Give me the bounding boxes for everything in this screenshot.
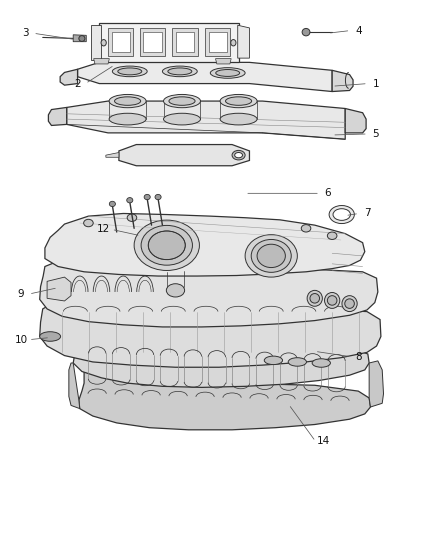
- Text: 12: 12: [97, 224, 110, 235]
- Polygon shape: [99, 22, 239, 62]
- Ellipse shape: [163, 114, 201, 125]
- Ellipse shape: [345, 299, 354, 309]
- Ellipse shape: [302, 28, 310, 36]
- Polygon shape: [369, 361, 384, 407]
- Ellipse shape: [251, 239, 291, 272]
- Ellipse shape: [327, 296, 337, 305]
- Ellipse shape: [312, 359, 330, 367]
- Ellipse shape: [327, 232, 337, 239]
- Ellipse shape: [210, 68, 245, 78]
- Polygon shape: [345, 109, 366, 133]
- Text: 10: 10: [14, 335, 28, 345]
- Polygon shape: [332, 70, 353, 92]
- Ellipse shape: [301, 224, 311, 232]
- Polygon shape: [73, 35, 86, 42]
- Polygon shape: [215, 59, 231, 64]
- Ellipse shape: [115, 97, 141, 106]
- Text: 2: 2: [74, 78, 81, 88]
- Polygon shape: [208, 31, 227, 52]
- Ellipse shape: [264, 356, 283, 365]
- Text: 3: 3: [22, 28, 28, 38]
- Polygon shape: [112, 31, 130, 52]
- Ellipse shape: [216, 69, 240, 76]
- Ellipse shape: [113, 66, 147, 77]
- Ellipse shape: [162, 66, 197, 77]
- Polygon shape: [48, 108, 67, 125]
- Ellipse shape: [40, 332, 60, 341]
- Ellipse shape: [144, 195, 150, 200]
- Ellipse shape: [127, 198, 133, 203]
- Ellipse shape: [110, 201, 116, 207]
- Ellipse shape: [148, 231, 185, 260]
- Ellipse shape: [220, 94, 257, 108]
- Ellipse shape: [127, 214, 137, 221]
- Polygon shape: [238, 25, 250, 58]
- Ellipse shape: [141, 225, 192, 265]
- Ellipse shape: [220, 114, 257, 125]
- Polygon shape: [78, 62, 332, 92]
- Ellipse shape: [329, 206, 354, 223]
- Ellipse shape: [310, 294, 320, 303]
- Ellipse shape: [101, 39, 106, 46]
- Ellipse shape: [118, 68, 142, 75]
- Ellipse shape: [109, 114, 146, 125]
- Ellipse shape: [288, 358, 307, 366]
- Polygon shape: [69, 363, 80, 409]
- Polygon shape: [176, 31, 194, 52]
- Ellipse shape: [168, 68, 192, 75]
- Polygon shape: [45, 214, 365, 276]
- Polygon shape: [67, 101, 345, 139]
- Ellipse shape: [231, 39, 236, 46]
- Ellipse shape: [166, 284, 185, 297]
- Ellipse shape: [79, 36, 85, 42]
- Text: 7: 7: [364, 208, 370, 219]
- Text: 9: 9: [18, 289, 24, 299]
- Polygon shape: [108, 28, 133, 56]
- Ellipse shape: [155, 195, 161, 200]
- Polygon shape: [119, 144, 250, 166]
- Polygon shape: [73, 336, 369, 387]
- Text: 14: 14: [317, 437, 330, 447]
- Ellipse shape: [232, 150, 245, 160]
- Text: 8: 8: [355, 352, 362, 361]
- Ellipse shape: [109, 94, 146, 108]
- Polygon shape: [205, 28, 230, 56]
- Ellipse shape: [333, 209, 350, 220]
- Ellipse shape: [134, 220, 199, 270]
- Polygon shape: [47, 277, 71, 301]
- Ellipse shape: [342, 296, 357, 312]
- Ellipse shape: [245, 235, 297, 277]
- Polygon shape: [40, 298, 381, 367]
- Ellipse shape: [226, 97, 252, 106]
- Text: 6: 6: [325, 188, 331, 198]
- Ellipse shape: [257, 244, 286, 268]
- Ellipse shape: [163, 94, 201, 108]
- Text: 4: 4: [355, 26, 362, 36]
- Polygon shape: [40, 258, 378, 327]
- Ellipse shape: [169, 97, 195, 106]
- Ellipse shape: [325, 293, 340, 309]
- Ellipse shape: [307, 290, 322, 306]
- Polygon shape: [94, 59, 110, 64]
- Polygon shape: [140, 28, 165, 56]
- Polygon shape: [60, 69, 78, 85]
- Polygon shape: [79, 372, 371, 430]
- Text: 1: 1: [372, 78, 379, 88]
- Polygon shape: [91, 25, 101, 60]
- Polygon shape: [173, 28, 198, 56]
- Ellipse shape: [235, 152, 243, 158]
- Polygon shape: [106, 152, 119, 157]
- Ellipse shape: [84, 219, 93, 227]
- Polygon shape: [143, 31, 162, 52]
- Text: 5: 5: [372, 129, 379, 139]
